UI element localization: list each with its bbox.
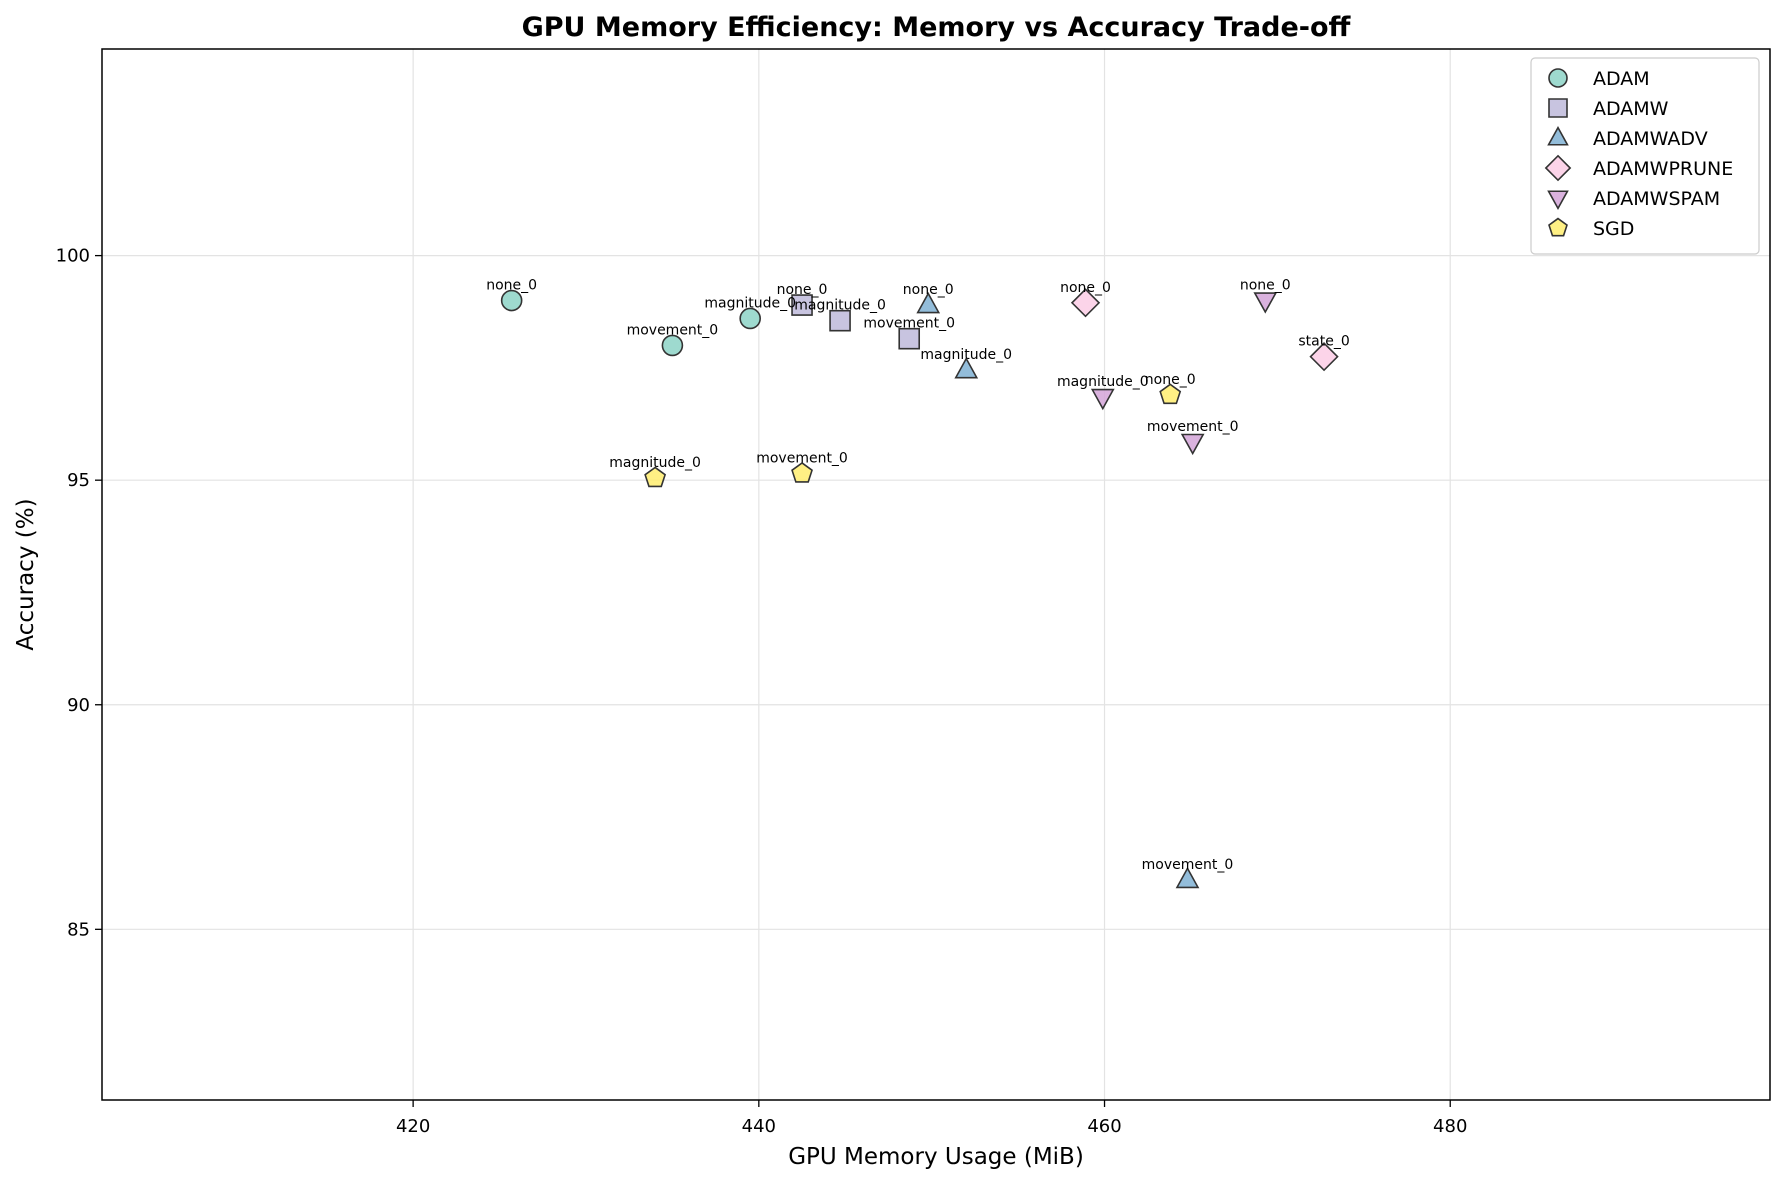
point-label: state_0 [1298,334,1349,350]
point-label: magnitude_0 [794,298,886,314]
data-point-adam [739,307,761,330]
y-tick-label: 85 [67,919,90,940]
point-label: magnitude_0 [704,295,796,311]
point-label: magnitude_0 [1057,374,1149,390]
data-point-sgd [1159,383,1182,405]
legend-marker-adam [1548,68,1568,88]
legend-box [1530,57,1760,255]
ticks: 420 440 460 480 85 90 95 100 [56,246,1468,1137]
point-label: none_0 [486,278,537,294]
y-tick-label: 100 [56,246,90,267]
point-label: magnitude_0 [609,455,701,471]
point-label: movement_0 [1147,419,1239,435]
data-point-adamw [791,294,813,316]
x-axis-title: GPU Memory Usage (MiB) [788,1144,1084,1170]
legend-label: ADAMW [1593,98,1669,120]
data-point-adamwadv [916,291,941,314]
data-point-adamw [829,309,851,332]
point-label: none_0 [903,282,954,298]
point-label: movement_0 [627,322,719,338]
chart-title: GPU Memory Efficiency: Memory vs Accurac… [522,12,1352,43]
legend-label: ADAMWSPAM [1593,188,1720,210]
data-point-adamw [898,327,921,350]
data-point-adam [500,289,523,312]
point-label: movement_0 [1142,857,1234,873]
data-point-adam [661,334,684,357]
data-point-sgd [791,461,813,483]
legend-label: ADAMWPRUNE [1593,158,1733,180]
legend-marker-adamwadv [1547,125,1569,146]
legend-label: ADAM [1593,68,1650,90]
data-point-adamwprune [1309,342,1339,372]
data-point-adamwadv [1175,866,1200,889]
legend-marker-adamwprune [1544,154,1572,182]
y-tick-label: 95 [67,470,90,491]
data-point-adamwprune [1070,288,1101,318]
data-point-adamwspam [1090,388,1115,411]
legend: ADAM ADAMW ADAMWADV ADAMWPRUNE ADAMWSPAM SGD [1530,57,1760,255]
point-label: none_0 [1145,372,1196,388]
legend-marker-adamwspam [1547,190,1569,211]
y-axis-title: Accuracy (%) [13,498,39,650]
data-points [500,288,1339,889]
point-label: none_0 [777,282,828,298]
legend-label: SGD [1593,218,1634,240]
point-label: movement_0 [863,316,955,332]
data-point-sgd [644,466,667,488]
x-tick-label: 480 [1433,1116,1467,1137]
x-tick-label: 420 [396,1116,430,1137]
legend-marker-sgd [1548,217,1568,237]
point-label: none_0 [1240,278,1291,294]
x-tick-label: 460 [1087,1116,1121,1137]
data-point-adamwadv [954,356,979,379]
plot-frame [101,48,1771,1101]
legend-marker-adamw [1548,98,1568,118]
y-tick-label: 90 [67,695,90,716]
point-label: none_0 [1060,280,1111,296]
legend-label: ADAMWADV [1593,128,1708,150]
point-label: movement_0 [756,450,848,466]
data-point-adamwspam [1180,433,1205,456]
data-point-adamwspam [1253,292,1278,314]
x-tick-label: 440 [742,1116,776,1137]
grid [102,49,1770,1100]
point-label: magnitude_0 [920,347,1012,363]
point-labels: none_0movement_0magnitude_0none_0magnitu… [486,278,1350,873]
